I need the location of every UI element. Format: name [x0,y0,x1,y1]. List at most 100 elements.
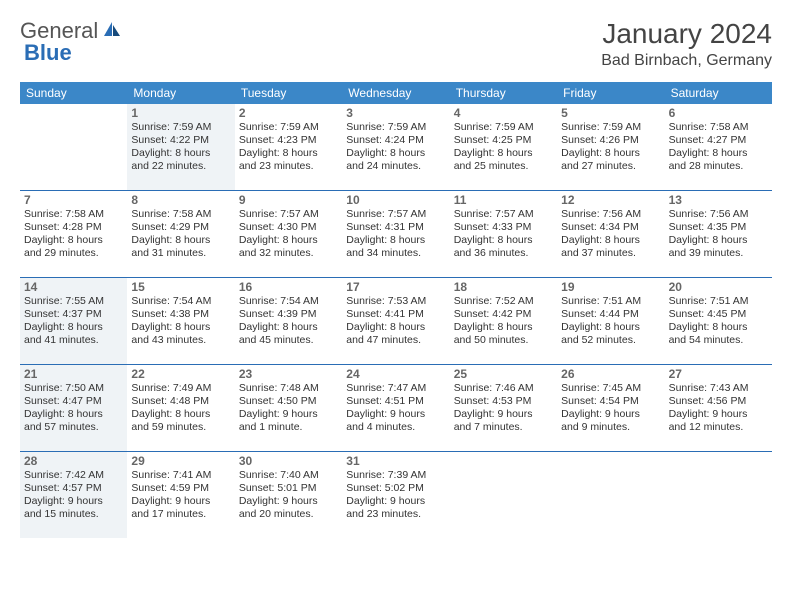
day-number: 24 [346,367,445,381]
daylight-text: Daylight: 8 hours [131,234,230,247]
day-cell [557,452,664,538]
sunrise-text: Sunrise: 7:49 AM [131,382,230,395]
sunrise-text: Sunrise: 7:59 AM [239,121,338,134]
day-number: 14 [24,280,123,294]
day-number: 11 [454,193,553,207]
day-cell: 30Sunrise: 7:40 AMSunset: 5:01 PMDayligh… [235,452,342,538]
day-cell [665,452,772,538]
sunrise-text: Sunrise: 7:47 AM [346,382,445,395]
daylight-text: and 32 minutes. [239,247,338,260]
logo-line2: Blue [24,40,72,66]
sail-icon [102,18,122,44]
daylight-text: Daylight: 9 hours [561,408,660,421]
sunrise-text: Sunrise: 7:46 AM [454,382,553,395]
location: Bad Birnbach, Germany [601,52,772,70]
sunrise-text: Sunrise: 7:53 AM [346,295,445,308]
day-cell: 4Sunrise: 7:59 AMSunset: 4:25 PMDaylight… [450,104,557,190]
day-cell: 19Sunrise: 7:51 AMSunset: 4:44 PMDayligh… [557,278,664,364]
day-number: 23 [239,367,338,381]
daylight-text: and 23 minutes. [239,160,338,173]
daylight-text: and 37 minutes. [561,247,660,260]
day-cell: 25Sunrise: 7:46 AMSunset: 4:53 PMDayligh… [450,365,557,451]
daylight-text: Daylight: 8 hours [454,234,553,247]
daylight-text: Daylight: 9 hours [454,408,553,421]
day-cell: 15Sunrise: 7:54 AMSunset: 4:38 PMDayligh… [127,278,234,364]
title-block: January 2024 Bad Birnbach, Germany [601,18,772,70]
sunset-text: Sunset: 4:26 PM [561,134,660,147]
daylight-text: Daylight: 8 hours [131,147,230,160]
week-row: 14Sunrise: 7:55 AMSunset: 4:37 PM Dayligh… [20,278,772,365]
day-number: 2 [239,106,338,120]
daylight-text: and 29 minutes. [24,247,123,260]
week-row: 28Sunrise: 7:42 AMSunset: 4:57 PMDayligh… [20,452,772,538]
daylight-text: Daylight: 9 hours [346,408,445,421]
day-cell: 11Sunrise: 7:57 AMSunset: 4:33 PMDayligh… [450,191,557,277]
daylight-text: and 17 minutes. [131,508,230,521]
daylight-text: and 45 minutes. [239,334,338,347]
sunset-text: Sunset: 4:57 PM [24,482,123,495]
sunset-text: Sunset: 4:37 PM [24,308,123,321]
daylight-text: Daylight: 8 hours [239,321,338,334]
daylight-text: Daylight: 8 hours [131,321,230,334]
daylight-text: Daylight: 8 hours [24,234,123,247]
daylight-text: and 50 minutes. [454,334,553,347]
day-cell: 6Sunrise: 7:58 AMSunset: 4:27 PMDaylight… [665,104,772,190]
day-number: 21 [24,367,123,381]
daylight-text: and 15 minutes. [24,508,123,521]
day-number: 19 [561,280,660,294]
sunrise-text: Sunrise: 7:52 AM [454,295,553,308]
day-number: 4 [454,106,553,120]
daylight-text: Daylight: 8 hours [669,147,768,160]
day-number: 1 [131,106,230,120]
sunrise-text: Sunrise: 7:39 AM [346,469,445,482]
sunrise-text: Sunrise: 7:59 AM [131,121,230,134]
daylight-text: and 25 minutes. [454,160,553,173]
daylight-text: Daylight: 8 hours [346,321,445,334]
sunrise-text: Sunrise: 7:42 AM [24,469,123,482]
sunset-text: Sunset: 4:51 PM [346,395,445,408]
sunset-text: Sunset: 4:33 PM [454,221,553,234]
day-number: 16 [239,280,338,294]
day-cell: 14Sunrise: 7:55 AMSunset: 4:37 PMDayligh… [20,278,127,364]
day-number: 18 [454,280,553,294]
weekday-label: Thursday [450,82,557,104]
daylight-text: Daylight: 8 hours [454,147,553,160]
sunrise-text: Sunrise: 7:56 AM [669,208,768,221]
sunset-text: Sunset: 4:56 PM [669,395,768,408]
day-cell: 23Sunrise: 7:48 AMSunset: 4:50 PMDayligh… [235,365,342,451]
sunrise-text: Sunrise: 7:54 AM [131,295,230,308]
day-number: 6 [669,106,768,120]
sunset-text: Sunset: 4:30 PM [239,221,338,234]
daylight-text: and 4 minutes. [346,421,445,434]
sunset-text: Sunset: 4:45 PM [669,308,768,321]
sunrise-text: Sunrise: 7:56 AM [561,208,660,221]
daylight-text: and 7 minutes. [454,421,553,434]
daylight-text: and 34 minutes. [346,247,445,260]
sunset-text: Sunset: 4:53 PM [454,395,553,408]
daylight-text: Daylight: 8 hours [454,321,553,334]
daylight-text: Daylight: 8 hours [239,234,338,247]
sunrise-text: Sunrise: 7:59 AM [561,121,660,134]
sunrise-text: Sunrise: 7:50 AM [24,382,123,395]
sunrise-text: Sunrise: 7:54 AM [239,295,338,308]
day-cell: 12Sunrise: 7:56 AMSunset: 4:34 PMDayligh… [557,191,664,277]
day-cell: 26Sunrise: 7:45 AMSunset: 4:54 PMDayligh… [557,365,664,451]
sunrise-text: Sunrise: 7:40 AM [239,469,338,482]
daylight-text: and 52 minutes. [561,334,660,347]
daylight-text: and 43 minutes. [131,334,230,347]
week-row: 7Sunrise: 7:58 AMSunset: 4:28 PMDaylight… [20,191,772,278]
sunset-text: Sunset: 4:31 PM [346,221,445,234]
day-number: 8 [131,193,230,207]
sunset-text: Sunset: 4:23 PM [239,134,338,147]
day-number: 10 [346,193,445,207]
day-number: 27 [669,367,768,381]
sunset-text: Sunset: 4:24 PM [346,134,445,147]
day-number: 22 [131,367,230,381]
daylight-text: Daylight: 8 hours [346,234,445,247]
sunrise-text: Sunrise: 7:59 AM [454,121,553,134]
day-cell: 24Sunrise: 7:47 AMSunset: 4:51 PMDayligh… [342,365,449,451]
sunrise-text: Sunrise: 7:55 AM [24,295,123,308]
daylight-text: Daylight: 9 hours [239,408,338,421]
daylight-text: Daylight: 8 hours [669,321,768,334]
sunset-text: Sunset: 4:47 PM [24,395,123,408]
